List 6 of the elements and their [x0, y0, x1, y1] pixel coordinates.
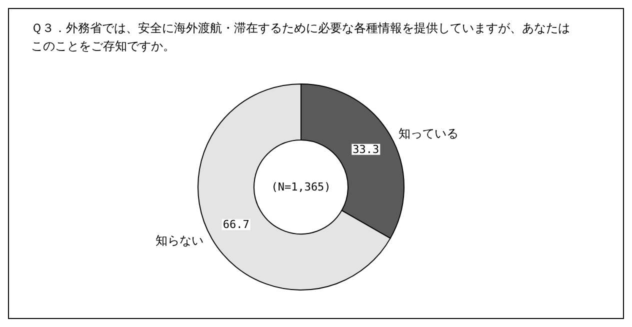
- slice-label: 知らない: [155, 234, 204, 248]
- text: (N=1,365): [271, 180, 331, 194]
- data-label: 33.3: [352, 142, 380, 156]
- slice-label: 知っている: [398, 126, 459, 140]
- data-label: 66.7: [222, 218, 250, 232]
- chart-title: Ｑ３．外務省では、安全に海外渡航・滞在するために必要な各種情報を提供していますが、あなたはこのことをご存知ですか。: [31, 21, 570, 53]
